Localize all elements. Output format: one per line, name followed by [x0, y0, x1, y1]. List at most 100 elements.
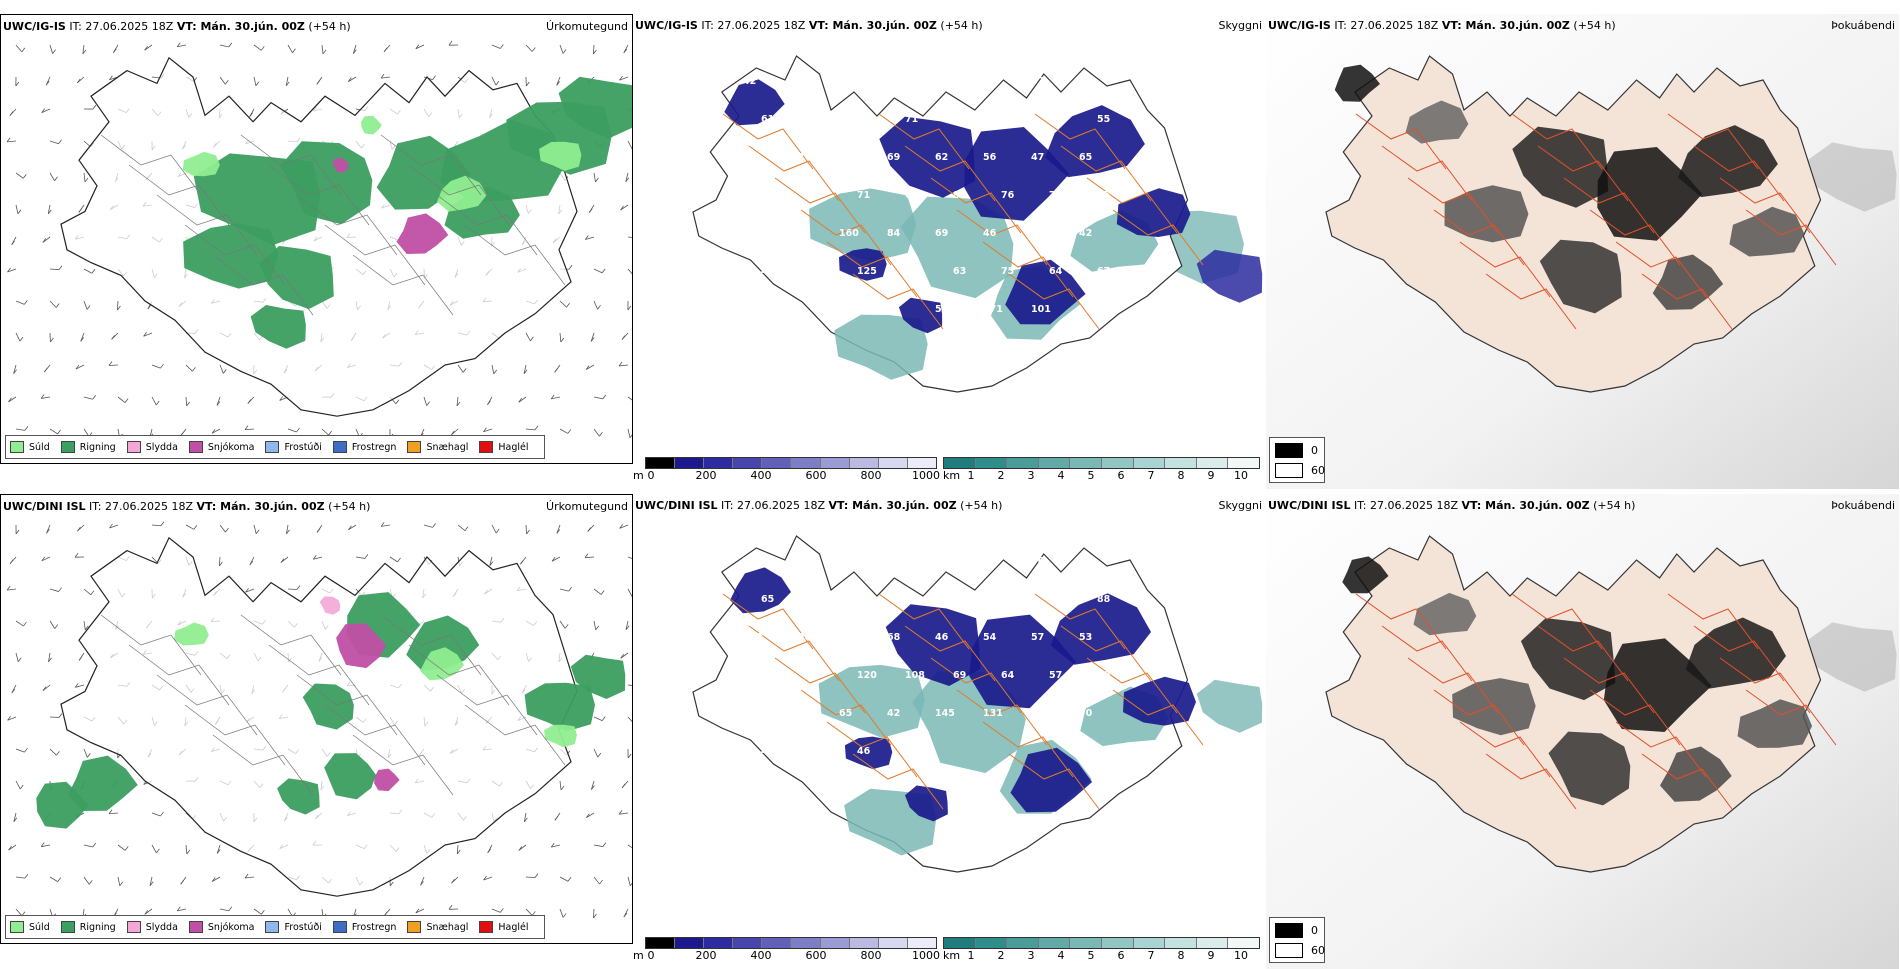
fog-legend-row: 0 [1275, 923, 1318, 938]
legend-swatch [265, 441, 279, 453]
cloud-base-label: 59 [791, 76, 804, 87]
height-unit: m [633, 949, 644, 962]
cloud-base-label: 46 [935, 632, 949, 643]
cloud-base-label: 69 [905, 190, 918, 201]
legend-label: Slydda [146, 922, 178, 933]
cloud-base-label: 50 [761, 190, 775, 201]
fog-legend-label: 0 [1311, 924, 1318, 937]
cloud-base-label: 106 [791, 632, 811, 643]
cloud-base-label: 42 [743, 76, 756, 87]
cloud-base-label: 61 [761, 114, 774, 125]
lead-time: (+54 h) [940, 19, 982, 32]
visibility-colorbar-scale [943, 937, 1260, 949]
cloud-base-label: 63 [953, 266, 966, 277]
height-tick: 200 [696, 469, 717, 482]
lead-time: (+54 h) [328, 500, 370, 513]
cloud-base-label: 53 [1079, 632, 1092, 643]
cloud-base-label: 142 [791, 228, 811, 239]
visibility-tick: 10 [1234, 469, 1248, 482]
init-time: IT: 27.06.2025 18Z [89, 500, 193, 513]
cloud-base-label: 56 [1049, 114, 1063, 125]
cloud-base-label: 58 [935, 304, 949, 315]
legend-label: Snjókoma [208, 922, 255, 933]
legend-item: Haglél [479, 921, 528, 933]
visibility-tick: 3 [1028, 469, 1035, 482]
cloud-base-label: 54 [983, 632, 997, 643]
model-name: UWC/IG-IS [3, 20, 66, 33]
fog-legend-swatch [1275, 463, 1303, 478]
height-tick: 200 [696, 949, 717, 962]
cloud-base-label: 69 [953, 670, 966, 681]
cloud-base-label: 209 [743, 632, 763, 643]
cloud-base-label: 72 [1049, 190, 1062, 201]
valid-time: VT: Mán. 30.jún. 00Z [809, 19, 937, 32]
legend-item: Snjókoma [189, 921, 255, 933]
cloud-base-label: 57 [839, 152, 852, 163]
cloud-base-label: 43 [1031, 228, 1044, 239]
legend-item: Frostúði [265, 441, 321, 453]
cloud-base-label: 76 [1001, 190, 1015, 201]
panel-title: Þokuábendi [1831, 499, 1895, 512]
cloud-base-label: 49 [809, 190, 822, 201]
legend-item: Súld [10, 441, 50, 453]
precip-map [1, 15, 633, 464]
cloud-base-label: 68 [887, 632, 901, 643]
panel-header: UWC/IG-IS IT: 27.06.2025 18Z VT: Mán. 30… [1268, 19, 1616, 32]
cloud-base-label: 96 [905, 594, 919, 605]
cloud-base-label: 67 [1097, 266, 1110, 277]
valid-time: VT: Mán. 30.jún. 00Z [829, 499, 957, 512]
legend-label: Haglél [498, 922, 528, 933]
cloud-base-label: 70 [1079, 708, 1093, 719]
cloud-base-label: 84 [887, 228, 901, 239]
model-name: UWC/DINI ISL [635, 499, 718, 512]
cloud-base-label: 39 [743, 304, 756, 315]
cloud-base-label: 103 [935, 76, 955, 87]
init-time: IT: 27.06.2025 18Z [721, 499, 825, 512]
lead-time: (+54 h) [1573, 19, 1615, 32]
visibility-tick: 6 [1118, 469, 1125, 482]
legend-swatch [61, 441, 75, 453]
cloud-base-label: 42 [1079, 228, 1092, 239]
cloud-base-label: 64 [1001, 114, 1015, 125]
fog-legend-swatch [1275, 943, 1303, 958]
cloud-base-label: 69 [839, 76, 852, 87]
visibility-tick: 6 [1118, 949, 1125, 962]
legend-label: Snæhagl [426, 922, 468, 933]
cloud-base-label: 63 [791, 152, 804, 163]
cloud-base-label: 75 [1001, 266, 1014, 277]
height-colorbar-scale [645, 937, 937, 949]
legend-swatch [127, 921, 141, 933]
cloud-base-label: 51 [809, 746, 822, 757]
height-tick: 800 [861, 949, 882, 962]
cloud-base-label: 57 [809, 114, 822, 125]
panel-title: Skyggni [1219, 499, 1262, 512]
legend-item: Slydda [127, 441, 178, 453]
visibility-colorbar-scale [943, 457, 1260, 469]
cloud-base-label: 51 [743, 708, 756, 719]
cloud-base-label: 46 [983, 228, 997, 239]
visibility-tick: 4 [1058, 469, 1065, 482]
cloud-base-label: 131 [983, 708, 1003, 719]
panel-header: UWC/IG-IS IT: 27.06.2025 18Z VT: Mán. 30… [635, 19, 983, 32]
legend-swatch [189, 441, 203, 453]
cloud-base-label: 56 [791, 304, 805, 315]
valid-time: VT: Mán. 30.jún. 00Z [197, 500, 325, 513]
legend-swatch [333, 921, 347, 933]
visibility-tick: 1 [968, 949, 975, 962]
init-time: IT: 27.06.2025 18Z [701, 19, 805, 32]
cloud-base-label: 45 [761, 266, 774, 277]
legend-item: Frostúði [265, 921, 321, 933]
visibility-tick: 1 [968, 469, 975, 482]
legend-swatch [407, 441, 421, 453]
cloud-base-label: 92 [953, 594, 966, 605]
init-time: IT: 27.06.2025 18Z [1354, 499, 1458, 512]
fog-legend-label: 60 [1311, 944, 1325, 957]
cloud-base-label: 50 [791, 708, 805, 719]
height-colorbar-scale [645, 457, 937, 469]
visibility-tick: 7 [1148, 949, 1155, 962]
